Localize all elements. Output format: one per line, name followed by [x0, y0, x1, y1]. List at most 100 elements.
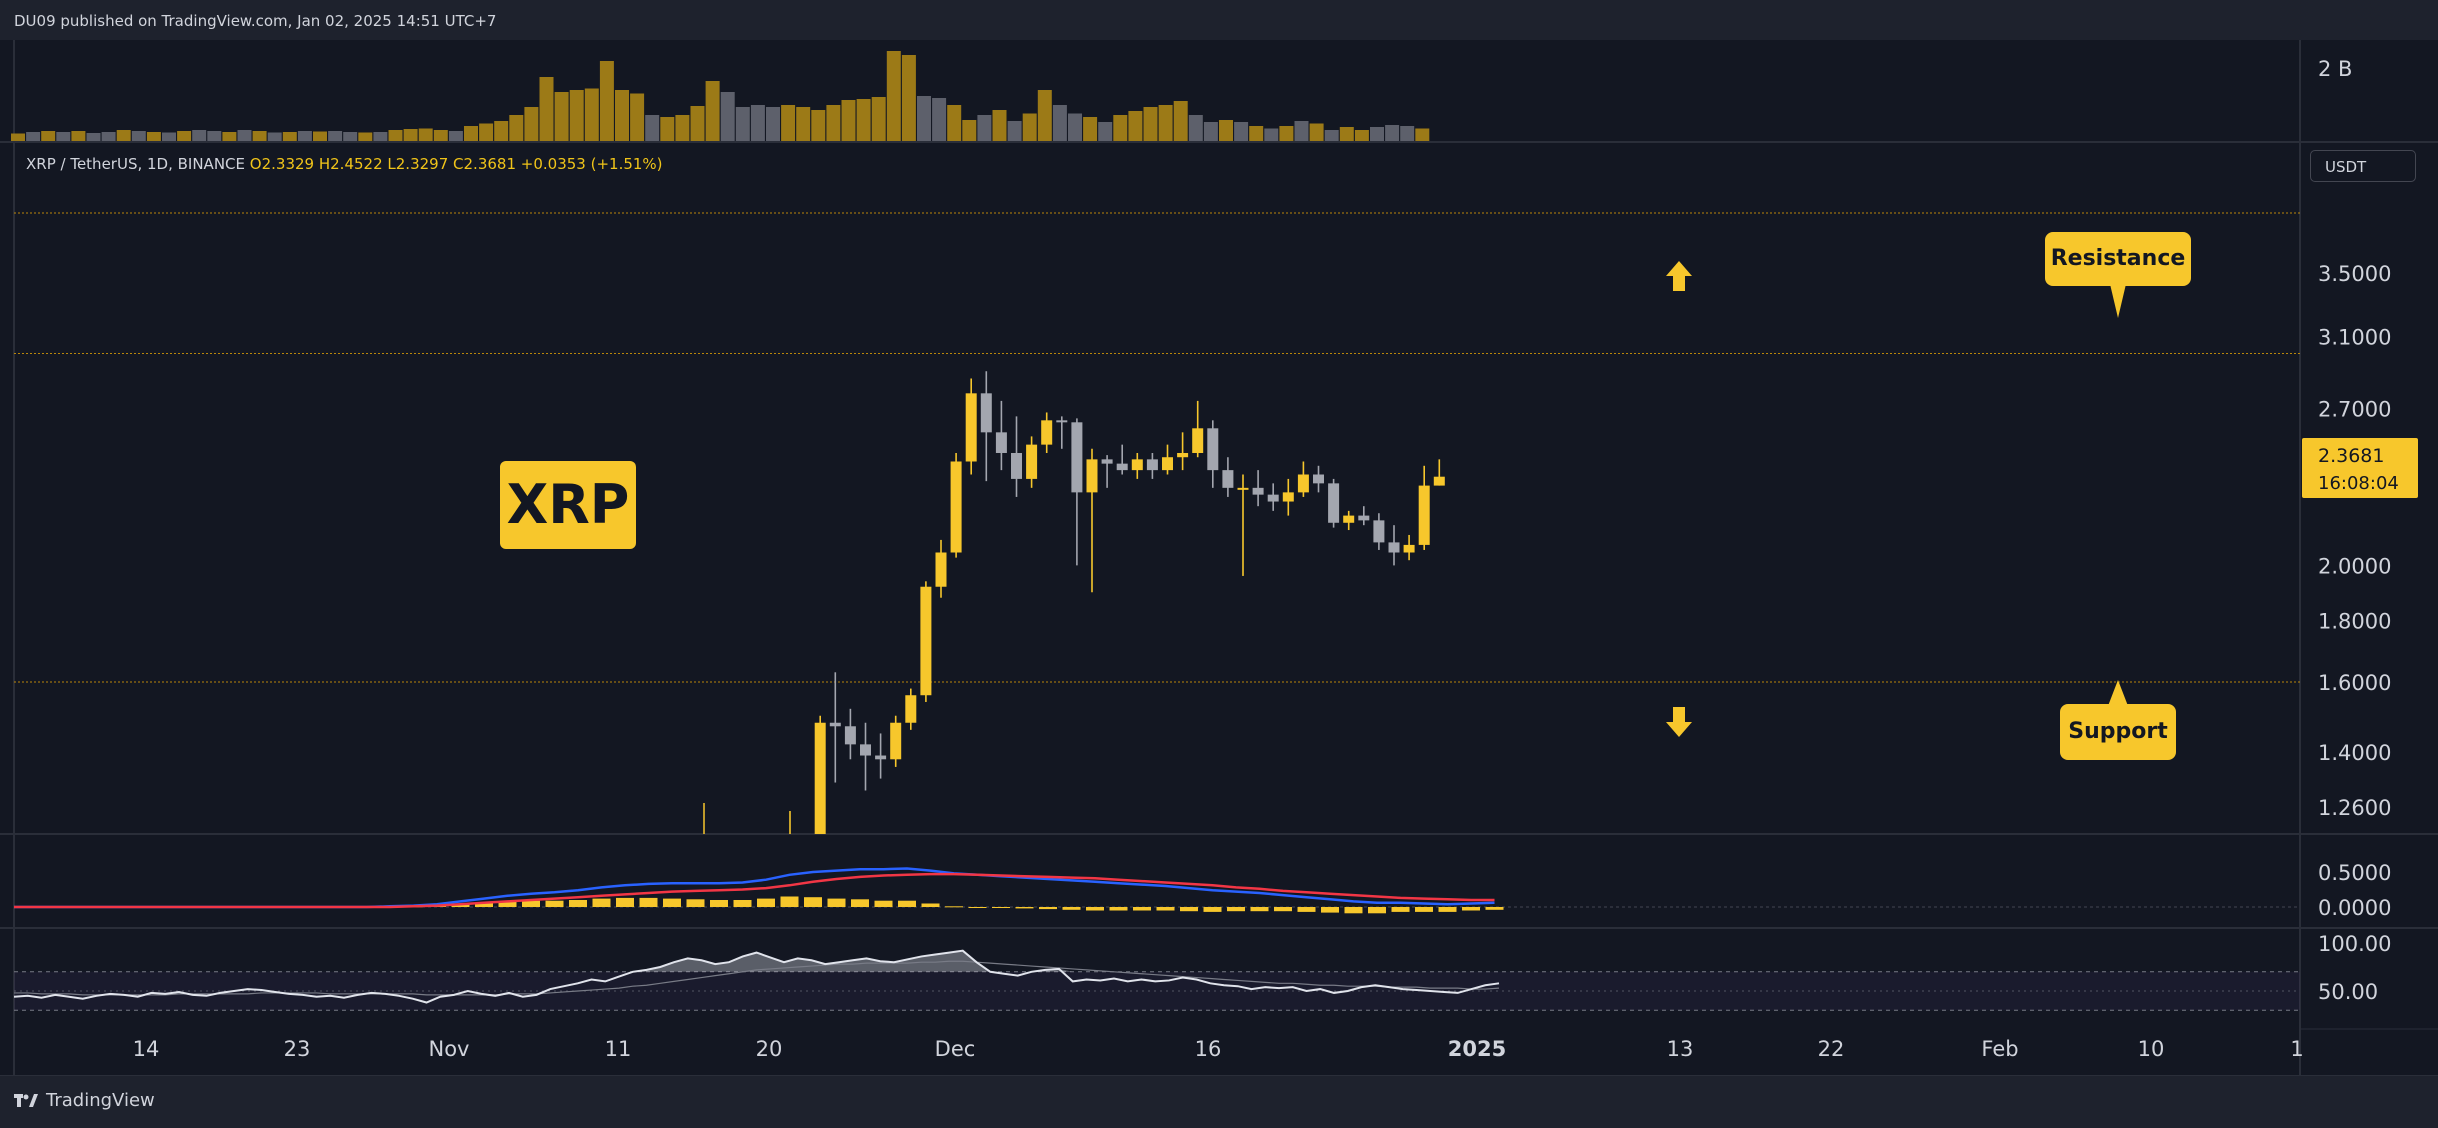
- macd-histogram-bar: [921, 903, 940, 907]
- volume-bar: [1098, 122, 1113, 141]
- candle-body: [1162, 457, 1173, 471]
- candle-body: [935, 552, 947, 587]
- volume-bar: [1309, 123, 1324, 141]
- candle-body: [1207, 428, 1219, 471]
- macd-histogram-bar: [616, 897, 634, 907]
- macd-histogram-bar: [804, 897, 822, 907]
- candle-body: [1282, 492, 1294, 502]
- publisher-bar: DU09 published on TradingView.com, Jan 0…: [0, 0, 2438, 40]
- candle-body: [1252, 487, 1264, 495]
- macd-histogram-bar: [780, 896, 799, 907]
- footer-brand-text: TradingView: [46, 1090, 155, 1111]
- macd-histogram-bar: [1297, 907, 1316, 912]
- macd-histogram-bar: [1368, 907, 1386, 914]
- time-tick-label: 10: [2138, 1037, 2165, 1061]
- volume-bar: [856, 99, 871, 141]
- xrp-label: XRP: [500, 461, 636, 549]
- macd-histogram-bar: [522, 900, 540, 907]
- candle-body: [1041, 420, 1053, 445]
- legend-open: O2.3329: [249, 155, 315, 173]
- price-tick-label: 3.1000: [2318, 325, 2391, 349]
- macd-histogram-bar: [968, 907, 987, 908]
- volume-bar: [1339, 127, 1354, 141]
- volume-bar: [403, 129, 418, 141]
- candle-body: [1237, 487, 1249, 490]
- tradingview-brand[interactable]: TradingView: [14, 1090, 155, 1111]
- resistance-pointer: [2110, 284, 2126, 318]
- candle-body: [965, 393, 977, 462]
- candle-body: [995, 432, 1007, 453]
- volume-bar: [977, 115, 992, 141]
- candle-body: [950, 461, 962, 553]
- signal-line: [14, 872, 1495, 909]
- volume-bar: [901, 55, 916, 141]
- macd-tick-label: 0.0000: [2318, 896, 2391, 920]
- candle-body: [1418, 485, 1430, 545]
- volume-bar: [1385, 125, 1400, 141]
- macd-histogram-bar: [1086, 907, 1104, 911]
- legend-high: H2.4522: [318, 155, 383, 173]
- currency-button[interactable]: USDT: [2310, 150, 2416, 182]
- volume-bar: [146, 132, 161, 141]
- volume-bar: [388, 130, 403, 141]
- price-tick-label: 1.2600: [2318, 796, 2391, 820]
- candle-body: [1267, 494, 1279, 502]
- macd-histogram-bar: [545, 900, 564, 907]
- volume-bar: [962, 120, 977, 141]
- candle-body: [1297, 474, 1309, 493]
- volume-bar: [448, 131, 463, 141]
- chart-canvas[interactable]: 3.5000 3.1000 2.7000 2.0000 1.8000 1.6000 1.40…: [0, 40, 2438, 1076]
- macd-histogram-bar: [451, 904, 470, 907]
- rsi-overbought-fill: [14, 950, 1499, 972]
- volume-tick-label: 2 B: [2318, 57, 2352, 81]
- volume-bar: [690, 106, 705, 141]
- volume-bar: [886, 51, 901, 141]
- macd-histogram-bar: [1485, 907, 1504, 910]
- macd-histogram-bar: [851, 899, 869, 907]
- volume-bar: [992, 110, 1007, 141]
- macd-histogram-bar: [1156, 907, 1175, 911]
- macd-histogram-bar: [1227, 907, 1245, 912]
- legend-low: L2.3297: [387, 155, 449, 173]
- rsi-ma-line: [14, 960, 1500, 996]
- volume-bar: [735, 107, 750, 141]
- volume-bar: [11, 133, 25, 141]
- rsi-line: [13, 949, 1500, 1004]
- volume-bar: [433, 130, 448, 141]
- candle-body: [785, 878, 796, 880]
- up-arrow-icon: [1666, 261, 1692, 291]
- volume-bar: [131, 131, 146, 141]
- volume-bar: [1052, 105, 1067, 141]
- price-tick-label: 1.8000: [2318, 609, 2391, 633]
- volume-bar: [630, 93, 645, 141]
- volume-bar: [1249, 126, 1264, 141]
- volume-bar: [1234, 122, 1249, 141]
- volume-bar: [328, 131, 343, 141]
- macd-histogram-bar: [475, 902, 493, 907]
- macd-tick-label: 0.5000: [2318, 861, 2391, 885]
- volume-bar: [766, 107, 780, 141]
- macd-histogram-bar: [874, 900, 893, 907]
- legend-close: C2.3681: [453, 155, 516, 173]
- volume-bar: [192, 130, 207, 141]
- volume-bar: [297, 131, 312, 141]
- time-tick-label: 14: [133, 1037, 160, 1061]
- macd-histogram-bar: [663, 898, 681, 907]
- volume-bar: [86, 133, 101, 141]
- macd-histogram-bar: [1391, 907, 1410, 912]
- price-tick-label: 2.7000: [2318, 398, 2391, 422]
- macd-histogram-bar: [827, 898, 846, 907]
- volume-bar: [494, 121, 509, 141]
- candle-body: [1388, 542, 1400, 553]
- volume-bar: [675, 115, 690, 141]
- volume-bar: [116, 130, 131, 141]
- volume-bar: [932, 98, 947, 141]
- volume-bar: [871, 97, 886, 141]
- volume-bar: [947, 105, 962, 141]
- macd-histogram-bar: [1015, 907, 1034, 909]
- macd-histogram-bar: [1133, 907, 1151, 911]
- candle-body: [844, 726, 856, 745]
- volume-bar: [418, 128, 433, 141]
- rsi-tick-label: 50.00: [2318, 980, 2378, 1004]
- down-arrow-icon: [1666, 707, 1692, 737]
